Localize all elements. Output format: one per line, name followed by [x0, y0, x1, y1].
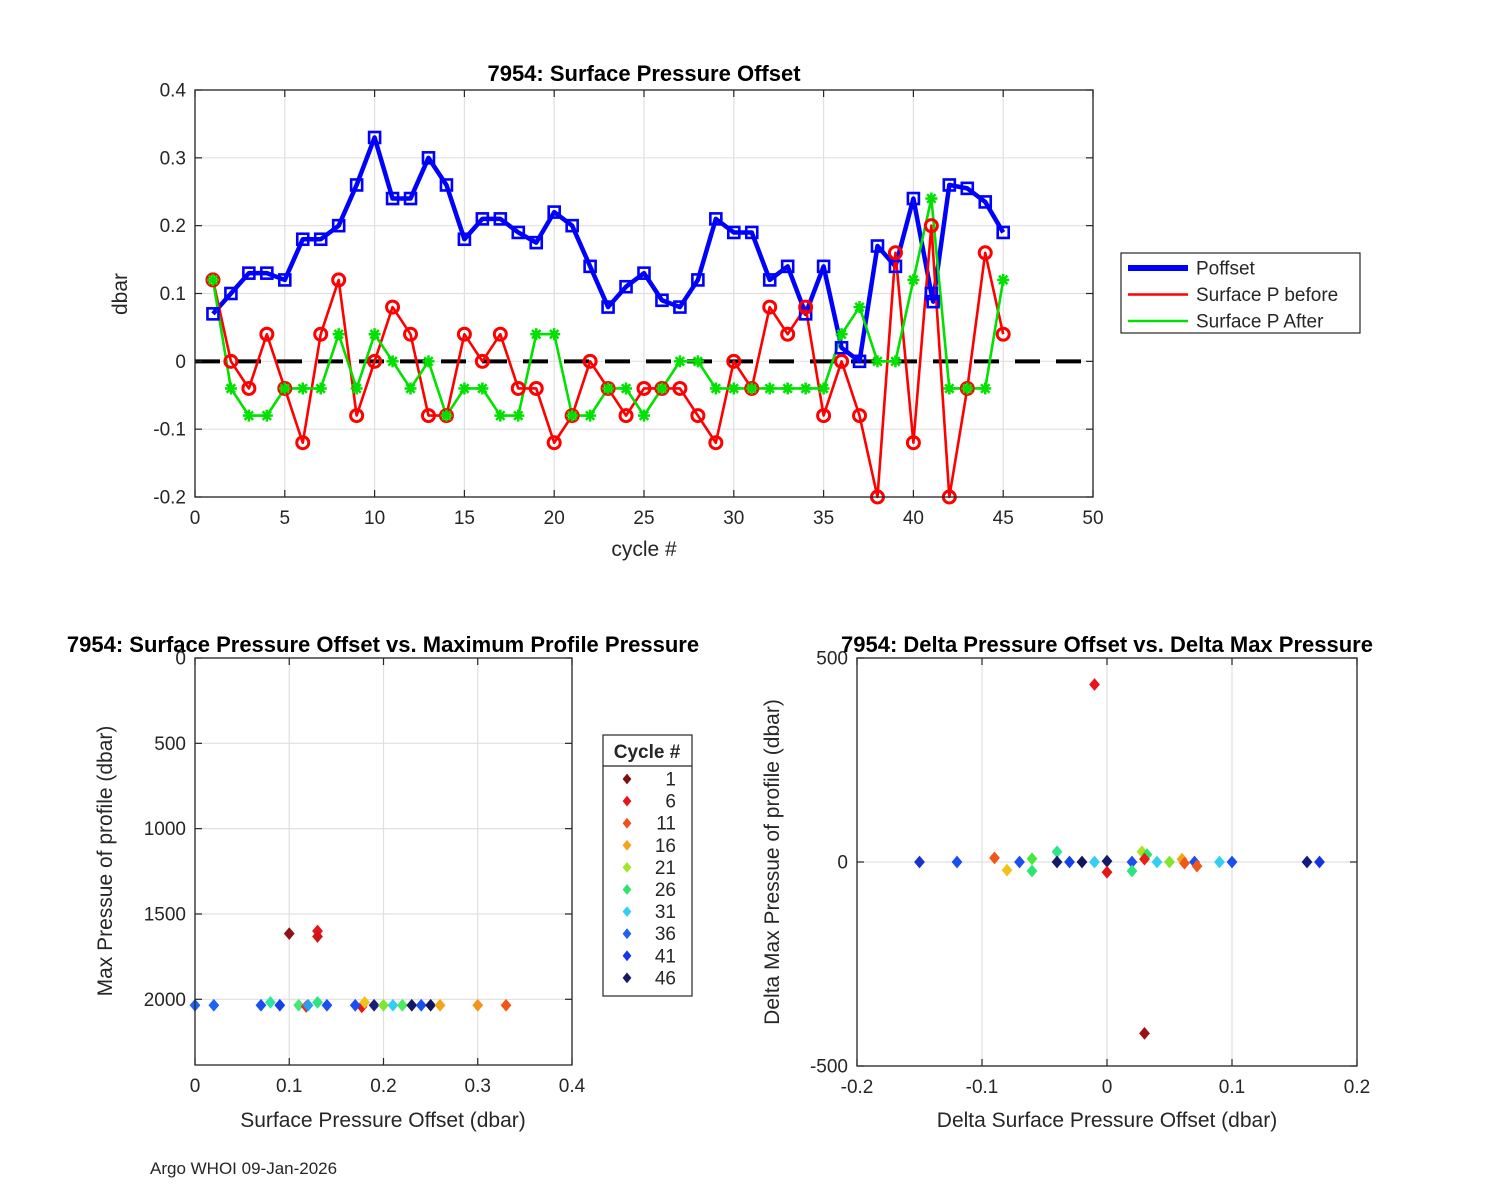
- svg-text:1000: 1000: [144, 819, 186, 840]
- bottom-left-chart-title: 7954: Surface Pressure Offset vs. Maximu…: [67, 632, 699, 657]
- svg-text:2000: 2000: [144, 990, 186, 1011]
- bottom-left-chart-ylabel: Max Pressue of profile (dbar): [94, 726, 117, 997]
- svg-text:0: 0: [837, 853, 848, 874]
- svg-text:0: 0: [175, 352, 186, 373]
- svg-text:0.2: 0.2: [1344, 1077, 1370, 1098]
- cycle-legend-box: [602, 734, 693, 997]
- svg-text:-0.2: -0.2: [153, 488, 186, 509]
- svg-text:-0.1: -0.1: [966, 1077, 999, 1098]
- svg-text:50: 50: [1082, 508, 1103, 529]
- svg-text:0: 0: [190, 508, 201, 529]
- svg-text:25: 25: [633, 508, 654, 529]
- svg-text:35: 35: [813, 508, 834, 529]
- bottom-right-chart-title: 7954: Delta Pressure Offset vs. Delta Ma…: [841, 632, 1373, 657]
- svg-text:0.2: 0.2: [160, 216, 186, 237]
- svg-text:0.1: 0.1: [1219, 1077, 1245, 1098]
- svg-text:15: 15: [454, 508, 475, 529]
- svg-text:0.2: 0.2: [370, 1076, 396, 1097]
- legend-label-surface-p-after: Surface P After: [1196, 312, 1324, 333]
- svg-text:-500: -500: [810, 1057, 848, 1078]
- top-chart-title: 7954: Surface Pressure Offset: [487, 61, 801, 86]
- svg-text:0.3: 0.3: [465, 1076, 491, 1097]
- svg-text:5: 5: [280, 508, 291, 529]
- cycle-legend-label: 41: [655, 946, 676, 967]
- cycle-legend-label: 16: [655, 836, 676, 857]
- cycle-legend-swatch: [622, 839, 632, 851]
- cycle-legend-swatch: [622, 928, 632, 940]
- svg-text:45: 45: [993, 508, 1014, 529]
- cycle-legend-swatch: [622, 972, 632, 984]
- cycle-legend-label: 31: [655, 902, 676, 923]
- cycle-legend-label: 36: [655, 924, 676, 945]
- svg-text:1500: 1500: [144, 904, 186, 925]
- legend-label-poffset: Poffset: [1196, 259, 1256, 280]
- svg-text:500: 500: [816, 649, 848, 670]
- svg-text:20: 20: [544, 508, 565, 529]
- cycle-legend-label: 46: [655, 968, 676, 989]
- svg-text:0.1: 0.1: [160, 284, 186, 305]
- svg-text:0.4: 0.4: [559, 1076, 586, 1097]
- chart-render-layer: 0 5 10 15 20 25 30 35 40 45 50-0.2-0.100.10.20.30.…: [144, 81, 1370, 1099]
- cycle-legend-swatch: [622, 950, 632, 962]
- bottom-left-chart-xlabel: Surface Pressure Offset (dbar): [240, 1109, 526, 1132]
- cycle-legend-label: 6: [665, 792, 676, 813]
- top-chart-ylabel: dbar: [109, 273, 132, 315]
- svg-text:40: 40: [903, 508, 924, 529]
- svg-text:10: 10: [364, 508, 385, 529]
- cycle-legend-swatch: [622, 795, 632, 807]
- footer-credit: Argo WHOI 09-Jan-2026: [150, 1159, 337, 1178]
- svg-text:0: 0: [1102, 1077, 1113, 1098]
- bottom-right-chart-xlabel: Delta Surface Pressure Offset (dbar): [937, 1109, 1277, 1132]
- cycle-legend-label: 21: [655, 858, 676, 879]
- cycle-legend-swatch: [622, 773, 632, 785]
- cycle-legend-swatch: [622, 906, 632, 917]
- bottom-right-chart-ylabel: Delta Max Pressue of profile (dbar): [761, 699, 784, 1025]
- svg-text:500: 500: [154, 734, 186, 755]
- svg-text:0: 0: [175, 649, 186, 670]
- svg-text:-0.1: -0.1: [153, 420, 186, 441]
- svg-text:0.4: 0.4: [160, 81, 187, 102]
- cycle-legend-label: 1: [665, 770, 676, 791]
- svg-text:0.1: 0.1: [276, 1076, 302, 1097]
- cycle-legend-swatch: [622, 884, 632, 895]
- top-chart-xlabel: cycle #: [611, 538, 677, 561]
- svg-text:0.3: 0.3: [160, 148, 186, 169]
- svg-text:0: 0: [190, 1076, 201, 1097]
- legend-label-surface-p-before: Surface P before: [1196, 285, 1338, 306]
- cycle-legend-swatch: [622, 817, 632, 829]
- svg-text:-0.2: -0.2: [841, 1077, 874, 1098]
- cycle-legend-title: Cycle #: [614, 742, 681, 763]
- cycle-legend-label: 11: [656, 814, 676, 835]
- legend-top-chart: Poffset Surface P before Surface P After: [1120, 252, 1361, 334]
- svg-text:30: 30: [723, 508, 744, 529]
- cycle-legend-swatch: [622, 862, 632, 873]
- cycle-legend-label: 26: [655, 880, 676, 901]
